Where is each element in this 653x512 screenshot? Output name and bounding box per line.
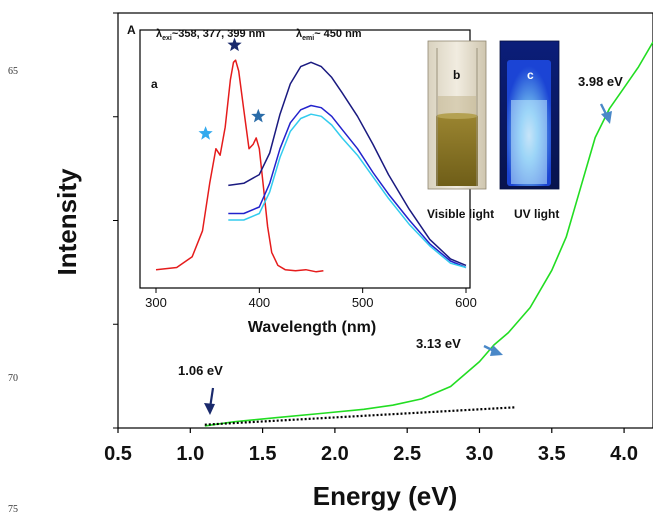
main-x-tick-label: 4.0	[610, 443, 638, 465]
photo-visible-light-vial: b	[427, 40, 487, 190]
inset-x-tick-label: 500	[352, 295, 374, 310]
star-marker-2	[251, 108, 266, 123]
inset-x-ticks: 300 400 500 600	[145, 288, 477, 310]
inset-series-line-2	[228, 104, 467, 269]
excitation-wavelength-text: λexi~358, 377, 399 nm	[156, 28, 265, 42]
inset-panel-label-a: a	[151, 77, 158, 91]
inset-series-line-1	[228, 61, 467, 267]
inset-series-line-0	[155, 59, 324, 273]
emission-wavelength-text: λemi~ 450 nm	[296, 28, 362, 42]
main-x-ticks: 0.5 1.0 1.5 2.0 2.5 3.0 3.5 4.0	[104, 428, 638, 465]
main-x-tick-label: 0.5	[104, 443, 132, 465]
emission-lambda: λ	[296, 28, 302, 40]
margin-number-70: 70	[8, 373, 18, 384]
margin-number-65: 65	[8, 66, 18, 77]
arrow-3-98-ev	[599, 103, 612, 124]
excitation-lambda: λ	[156, 28, 162, 40]
inset-plot-frame	[139, 29, 471, 289]
main-x-tick-label: 1.5	[249, 443, 277, 465]
excitation-values: ~358, 377, 399 nm	[172, 28, 265, 40]
inset-x-tick-label: 600	[455, 295, 477, 310]
annotation-3-98-ev: 3.98 eV	[578, 74, 623, 89]
main-x-tick-label: 1.0	[176, 443, 204, 465]
main-x-tick-label: 2.5	[393, 443, 421, 465]
emission-subscript: emi	[302, 35, 314, 42]
annotation-3-13-ev: 3.13 eV	[416, 336, 461, 351]
main-x-axis-label: Energy (eV)	[313, 481, 458, 511]
inset-x-axis-label: Wavelength (nm)	[248, 319, 376, 336]
star-marker-1	[227, 37, 242, 52]
margin-number-75: 75	[8, 504, 18, 512]
inset-series	[155, 59, 467, 273]
star-marker-0	[198, 126, 213, 140]
main-x-tick-label: 3.0	[466, 443, 494, 465]
annotation-1-06-ev: 1.06 eV	[178, 363, 223, 378]
photo-b-label: b	[453, 68, 460, 82]
emission-value: ~ 450 nm	[314, 28, 362, 40]
inset-x-tick-label: 300	[145, 295, 167, 310]
photo-uv-light-vial: c	[499, 40, 560, 190]
inset-x-tick-label: 400	[248, 295, 270, 310]
svg-text:λexi~358, 377, 399 nm: λexi~358, 377, 399 nm	[156, 28, 265, 42]
main-x-tick-label: 3.5	[538, 443, 566, 465]
main-x-tick-label: 2.0	[321, 443, 349, 465]
arrow-3-13-ev	[483, 344, 503, 356]
excitation-subscript: exi	[162, 35, 172, 42]
inset-series-line-3	[228, 113, 467, 269]
photo-c-label: c	[527, 68, 534, 82]
main-y-axis-label: Intensity	[52, 168, 82, 275]
main-y-ticks	[113, 12, 118, 429]
caption-uv-light: UV light	[514, 207, 559, 221]
svg-text:λemi~ 450 nm: λemi~ 450 nm	[296, 28, 362, 42]
arrow-1-06-ev	[204, 387, 215, 415]
caption-visible-light: Visible light	[427, 207, 494, 221]
panel-label-A: A	[127, 23, 136, 37]
inset-star-markers	[198, 37, 266, 140]
